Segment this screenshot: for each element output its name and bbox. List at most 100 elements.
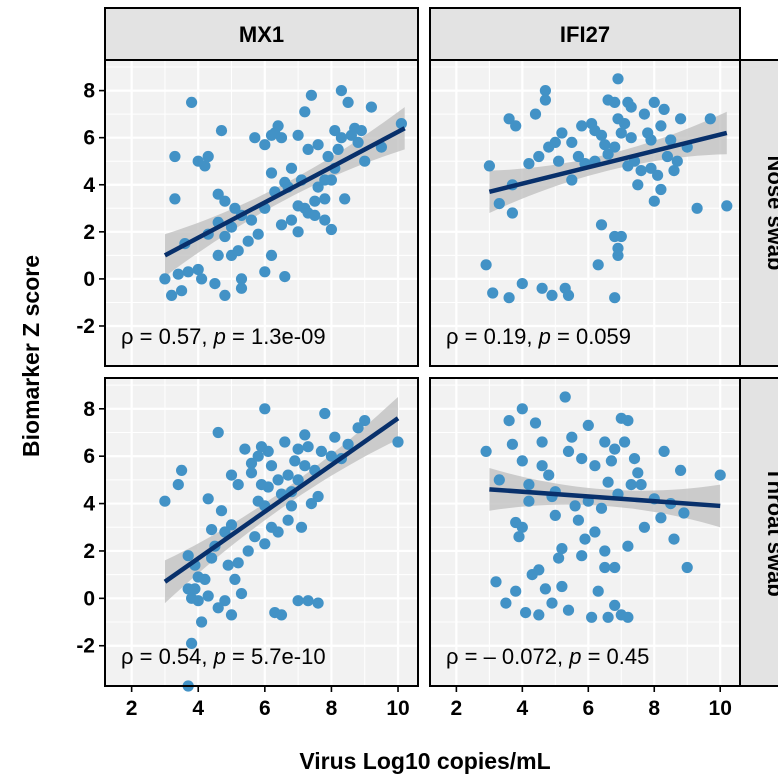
data-point [232,479,244,491]
data-point [506,438,518,450]
data-point [658,103,670,115]
data-point [232,245,244,257]
x-tick-label: 8 [648,697,660,720]
data-point [529,417,542,429]
x-tick-label: 2 [126,697,138,720]
regression-line [163,416,400,584]
column-strip-ifi27: IFI27 [429,7,741,61]
x-tick-label: 10 [709,697,732,720]
data-point [546,289,558,301]
data-point [309,209,321,221]
data-point [529,108,542,120]
data-point [516,403,528,415]
data-point [602,611,614,623]
data-point [668,533,680,545]
data-point [566,431,578,443]
correlation-annotation: ρ = 0.57, p = 1.3e-09 [121,324,326,349]
data-point [202,493,214,505]
data-point [196,273,208,285]
data-point [242,235,254,247]
x-tick-label: 8 [326,697,338,720]
data-point [322,150,334,163]
correlation-annotation: ρ = 0.19, p = 0.059 [446,324,631,349]
data-point [395,118,407,130]
data-point [232,557,244,569]
strips-layer: MX1 IFI27 Nose swab Throat swab [104,7,778,687]
data-point [279,436,291,448]
data-point [536,436,548,448]
data-point [628,453,641,465]
data-point [622,415,634,427]
data-point [209,278,221,290]
data-point [632,467,644,479]
data-point [159,495,171,507]
data-point [225,221,238,233]
annotation-p-value: = 0.059 [551,324,631,349]
data-point [625,132,637,144]
data-point [609,141,621,153]
data-point [589,526,601,538]
data-point [480,445,492,457]
data-point [576,453,588,465]
annotation-p-symbol: p [538,324,551,349]
data-point [182,550,194,562]
data-point [305,89,317,101]
data-point [285,214,298,226]
data-point [332,143,344,155]
data-point [262,481,274,493]
data-point [186,592,198,604]
data-point [503,415,515,427]
data-point [265,460,278,472]
data-point [648,96,660,108]
data-point [493,474,505,486]
data-point [589,460,601,472]
data-point [510,585,522,597]
data-point [225,519,238,531]
annotation-p-value: = 1.3e-09 [226,324,326,349]
data-point [595,129,608,141]
column-strip-label: MX1 [239,22,284,47]
data-point [625,101,637,113]
x-axis-title: Virus Log10 copies/mL [299,748,550,774]
data-point [678,507,690,519]
data-point [292,595,304,607]
data-point [299,460,311,472]
data-point [245,457,258,469]
data-point [299,429,311,441]
y-tick-label: 6 [83,127,95,150]
annotation-rho: ρ = 0.54, [121,644,214,669]
data-point [312,139,324,151]
data-point [516,455,528,467]
x-axis-col-2: 2 4 6 8 10 [451,686,732,720]
data-point [661,150,674,163]
data-point [292,226,304,238]
data-point [595,219,608,231]
data-point [172,268,184,280]
data-point [229,573,241,586]
data-point [516,521,528,533]
data-point [182,266,194,278]
data-point [325,450,337,462]
data-point [490,576,502,588]
data-point [513,531,525,543]
data-point [212,249,224,261]
correlation-annotation: ρ = – 0.072, p = 0.45 [446,644,649,669]
data-point [166,289,178,301]
data-point [506,207,518,219]
data-point [212,188,224,200]
data-point [520,607,532,619]
data-point [619,436,631,448]
data-point [523,479,535,491]
data-point [186,96,198,108]
data-point [586,611,598,623]
data-point [599,561,611,574]
data-point [335,85,347,97]
annotation-p-symbol: p [213,324,226,349]
data-point [533,564,545,576]
data-point [219,289,231,301]
data-point [566,136,578,148]
data-point [202,150,214,163]
data-point [487,287,499,299]
column-strip-mx1: MX1 [104,7,419,61]
data-point [245,214,258,226]
